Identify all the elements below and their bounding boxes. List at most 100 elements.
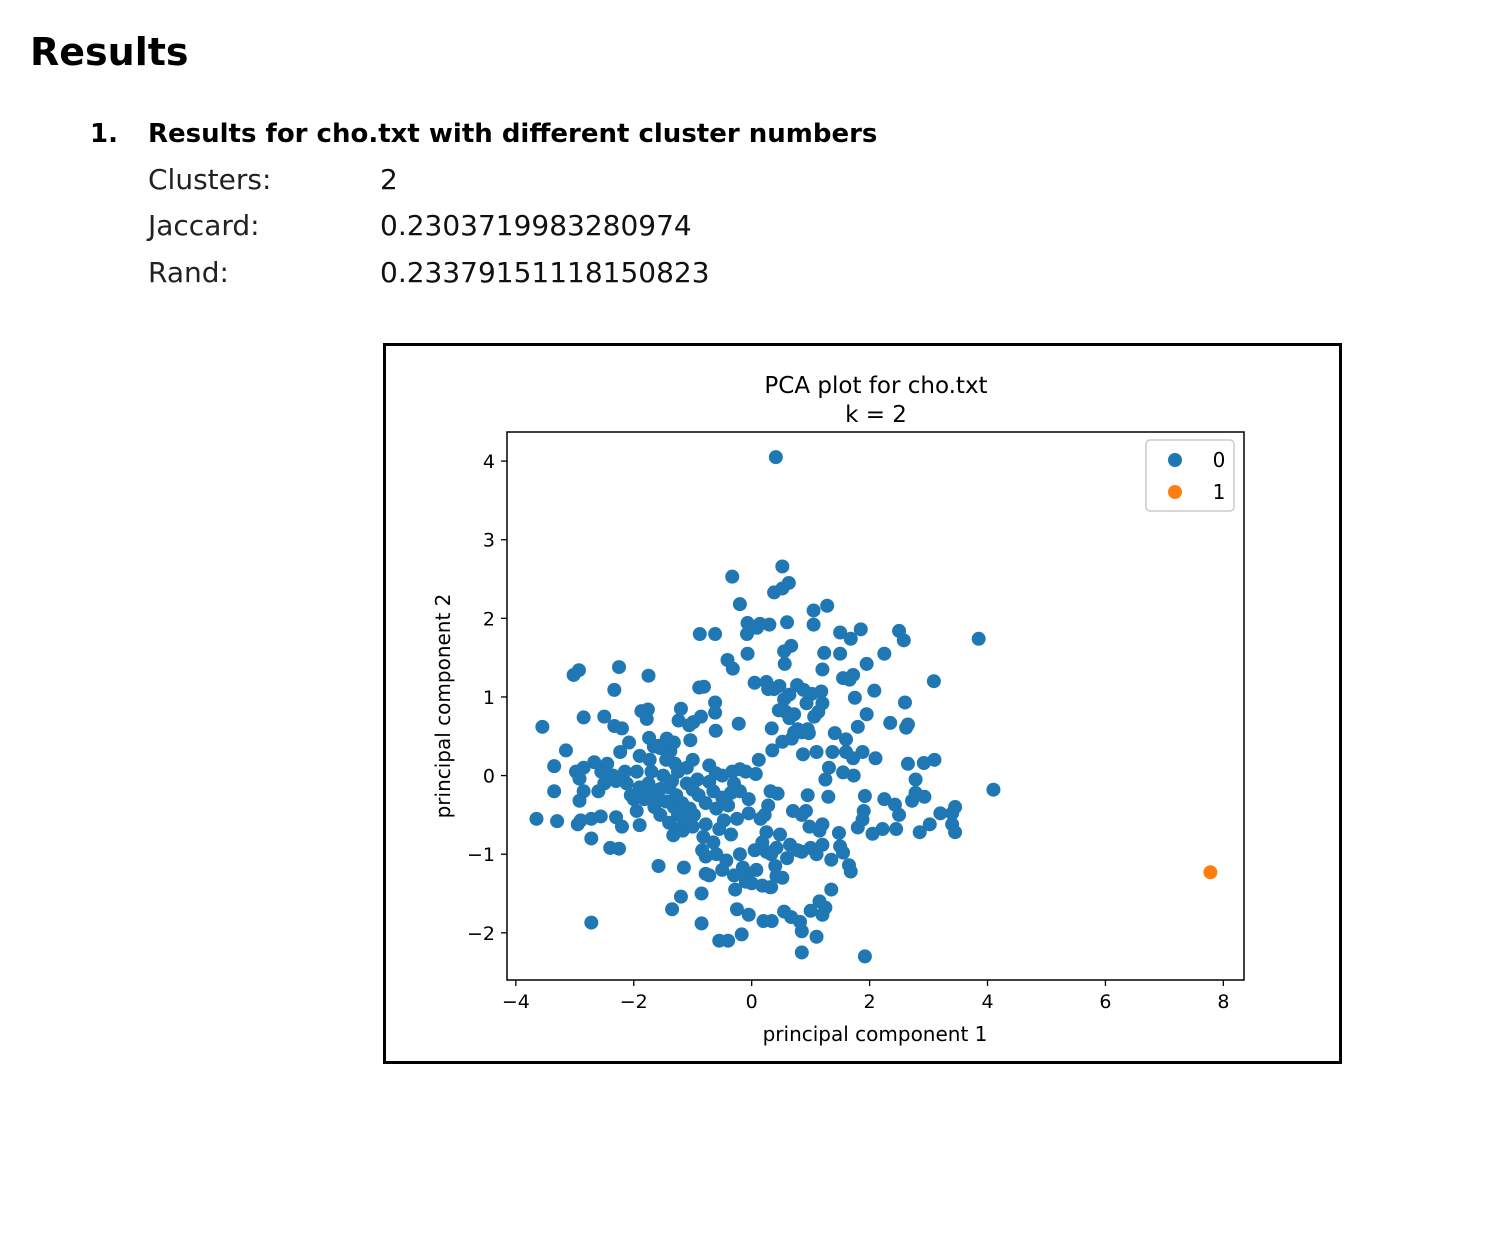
- y-tick-label: −1: [467, 844, 495, 866]
- metric-value: 0.23379151118150823: [380, 256, 710, 289]
- scatter-point-series-0: [857, 789, 872, 804]
- scatter-point-series-0: [900, 756, 915, 771]
- scatter-point-series-0: [729, 811, 744, 826]
- scatter-point-series-0: [799, 696, 814, 711]
- y-axis-ticks: −2 −1 0 1 2 3 4: [467, 451, 507, 945]
- list-item-number: 1.: [90, 119, 118, 149]
- scatter-point-series-0: [771, 703, 786, 718]
- x-tick-label: −4: [502, 991, 530, 1013]
- scatter-point-series-0: [673, 889, 688, 904]
- scatter-point-series-0: [550, 814, 565, 829]
- scatter-point-series-0: [764, 721, 779, 736]
- scatter-point-series-0: [694, 916, 709, 931]
- scatter-point-series-0: [775, 734, 790, 749]
- y-tick-label: −2: [467, 923, 495, 945]
- legend-label-1: 1: [1213, 480, 1226, 504]
- scatter-point-series-0: [767, 585, 782, 600]
- scatter-point-series-0: [846, 768, 861, 783]
- scatter-point-series-0: [572, 771, 587, 786]
- x-tick-label: 6: [1099, 991, 1111, 1013]
- scatter-point-series-0: [719, 853, 734, 868]
- plot-area: [506, 431, 1245, 981]
- scatter-point-series-0: [650, 792, 665, 807]
- scatter-point-series-0: [764, 880, 779, 895]
- scatter-point-series-0: [933, 806, 948, 821]
- scatter-point-series-0: [558, 743, 573, 758]
- scatter-point-series-0: [584, 831, 599, 846]
- scatter-point-series-0: [948, 825, 963, 840]
- scatter-point-series-0: [775, 870, 790, 885]
- scatter-point-series-0: [613, 744, 628, 759]
- scatter-point-series-0: [809, 929, 824, 944]
- scatter-point-series-0: [821, 789, 836, 804]
- scatter-point-series-0: [708, 723, 723, 738]
- scatter-point-series-0: [709, 847, 724, 862]
- x-axis-label: principal component 1: [763, 1022, 988, 1046]
- x-tick-label: −2: [620, 991, 648, 1013]
- scatter-point-series-0: [741, 907, 756, 922]
- scatter-point-series-0: [777, 656, 792, 671]
- scatter-point-series-0: [576, 710, 591, 725]
- x-tick-label: 0: [746, 991, 758, 1013]
- scatter-point-series-0: [818, 900, 833, 915]
- legend: 0 1: [1145, 439, 1235, 512]
- scatter-point-series-0: [572, 793, 587, 808]
- scatter-point-series-0: [571, 663, 586, 678]
- scatter-point-series-0: [877, 792, 892, 807]
- scatter-point-series-0: [622, 735, 637, 750]
- x-tick-label: 8: [1217, 991, 1229, 1013]
- scatter-point-series-0: [668, 756, 683, 771]
- scatter-point-series-0: [696, 679, 711, 694]
- scatter-point-series-0: [806, 617, 821, 632]
- scatter-point-series-0: [715, 768, 730, 783]
- scatter-point-series-0: [734, 927, 749, 942]
- scatter-point-series-0: [591, 784, 606, 799]
- scatter-point-series-0: [833, 625, 848, 640]
- scatter-point-series-0: [726, 776, 741, 791]
- scatter-point-series-0: [836, 765, 851, 780]
- scatter-point-series-0: [676, 860, 691, 875]
- scatter-point-series-0: [922, 817, 937, 832]
- y-tick-label: 2: [483, 608, 495, 630]
- x-tick-label: 4: [981, 991, 993, 1013]
- scatter-point-series-0: [818, 772, 833, 787]
- scatter-point-series-0: [752, 616, 767, 631]
- scatter-point-series-0: [775, 559, 790, 574]
- scatter-point-series-0: [642, 730, 657, 745]
- scatter-point-series-0: [764, 914, 779, 929]
- scatter-point-series-0: [535, 719, 550, 734]
- scatter-point-series-0: [731, 716, 746, 731]
- scatter-point-series-0: [612, 841, 627, 856]
- scatter-point-series-0: [809, 744, 824, 759]
- scatter-point-series-0: [850, 820, 865, 835]
- scatter-point-series-0: [693, 709, 708, 724]
- scatter-point-series-0: [846, 751, 861, 766]
- scatter-point-series-0: [836, 845, 851, 860]
- scatter-point-series-0: [800, 722, 815, 737]
- scatter-point-series-0: [803, 903, 818, 918]
- scatter-point-series-0: [641, 776, 656, 791]
- legend-marker-1: [1168, 485, 1182, 499]
- scatter-point-series-0: [725, 661, 740, 676]
- scatter-point-series-0: [594, 764, 609, 779]
- scatter-point-series-0: [971, 631, 986, 646]
- scatter-point-series-0: [614, 819, 629, 834]
- chart-subtitle: k = 2: [845, 402, 907, 428]
- scatter-point-series-0: [772, 678, 787, 693]
- scatter-point-series-0: [584, 915, 599, 930]
- scatter-point-series-0: [739, 627, 754, 642]
- scatter-point-series-0: [780, 615, 795, 630]
- scatter-point-series-0: [831, 825, 846, 840]
- scatter-point-series-0: [708, 695, 723, 710]
- scatter-point-series-0: [732, 597, 747, 612]
- scatter-point-series-0: [759, 825, 774, 840]
- page-heading: Results: [30, 30, 189, 74]
- scatter-point-series-0: [847, 690, 862, 705]
- scatter-point-series-0: [768, 450, 783, 465]
- scatter-point-series-0: [744, 876, 759, 891]
- scatter-point-series-0: [790, 843, 805, 858]
- scatter-point-series-0: [780, 851, 795, 866]
- scatter-point-series-0: [666, 828, 681, 843]
- scatter-point-series-0: [741, 806, 756, 821]
- chart-title: PCA plot for cho.txt: [764, 373, 987, 399]
